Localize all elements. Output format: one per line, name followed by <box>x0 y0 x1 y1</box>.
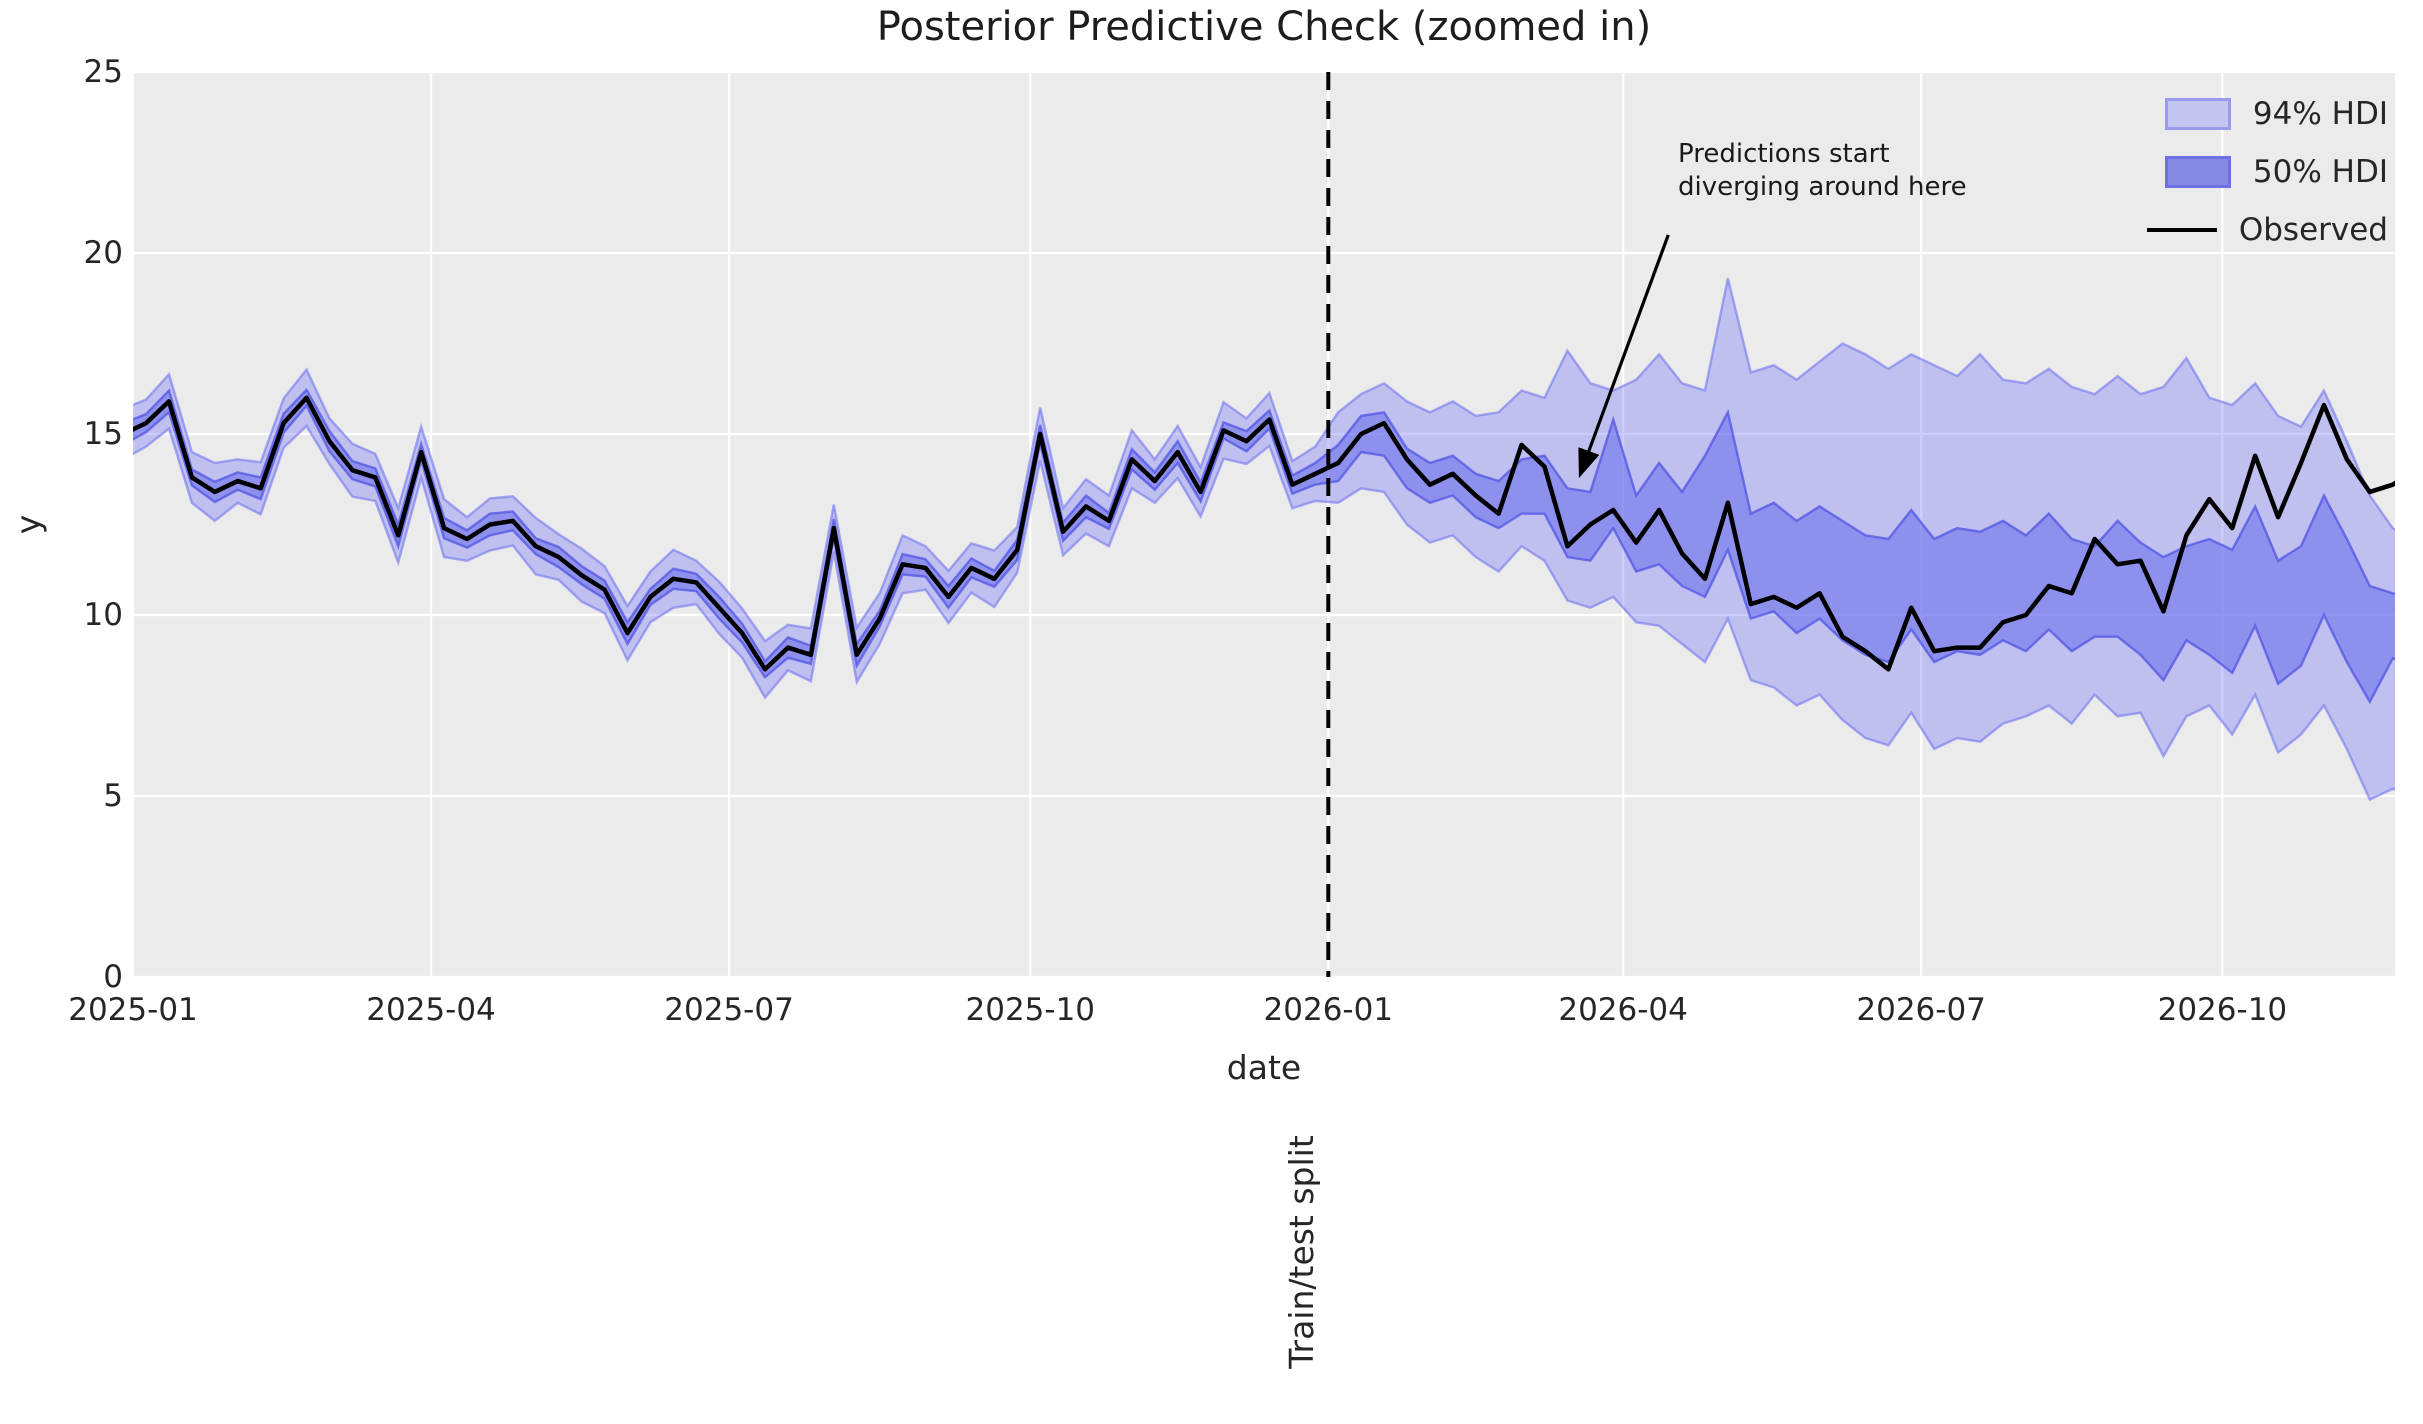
legend-item-50-hdi: 50% HDI <box>2147 154 2388 190</box>
chart-title: Posterior Predictive Check (zoomed in) <box>876 4 1652 50</box>
hdi94-swatch-icon <box>2164 98 2231 130</box>
x-tick-label: 2025-04 <box>366 992 496 1028</box>
x-tick-label: 2025-07 <box>664 992 794 1028</box>
y-tick-label: 25 <box>83 54 123 90</box>
plot-svg <box>133 72 2395 977</box>
y-tick-label: 5 <box>103 778 123 814</box>
annotation-text: Predictions start diverging around here <box>1678 139 1967 203</box>
legend: 94% HDI 50% HDI Observed <box>2146 96 2388 248</box>
legend-label-observed: Observed <box>2238 212 2388 248</box>
y-tick-label: 15 <box>83 416 123 452</box>
y-tick-label: 0 <box>103 959 123 995</box>
legend-item-observed: Observed <box>2146 212 2388 248</box>
legend-label-50-hdi: 50% HDI <box>2252 154 2388 190</box>
legend-item-94-hdi: 94% HDI <box>2147 96 2388 132</box>
x-tick-label: 2026-07 <box>1856 992 1986 1028</box>
hdi94-upper-edge <box>133 278 2395 643</box>
hdi50-swatch-icon <box>2164 156 2231 188</box>
y-tick-label: 20 <box>83 235 123 271</box>
observed-line-icon <box>2146 228 2217 232</box>
hdi94-lower-edge <box>133 424 2395 802</box>
hdi94-band <box>133 278 2395 800</box>
annotation-arrow <box>1578 234 1670 479</box>
hdi50-band <box>133 389 2395 702</box>
x-tick-label: 2026-04 <box>1558 992 1688 1028</box>
plot-area <box>133 72 2395 977</box>
legend-label-94-hdi: 94% HDI <box>2252 96 2388 132</box>
hdi50-lower-edge <box>133 403 2395 705</box>
observed-line <box>133 395 2395 672</box>
x-tick-label: 2026-10 <box>2157 992 2288 1028</box>
train-test-split-label: Train/test split <box>1282 1135 1321 1369</box>
y-axis-label: y <box>8 514 48 535</box>
x-tick-label: 2025-01 <box>68 992 198 1028</box>
x-axis-label: date <box>1226 1048 1302 1087</box>
x-tick-label: 2025-10 <box>965 992 1096 1028</box>
y-tick-label: 10 <box>83 597 123 633</box>
x-tick-label: 2026-01 <box>1263 992 1394 1028</box>
hdi50-upper-edge <box>133 387 2395 664</box>
